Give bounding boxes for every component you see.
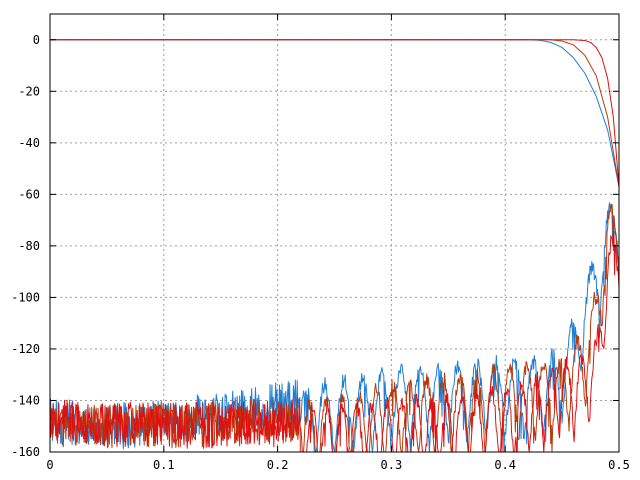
axis-ticks [49, 14, 620, 453]
x-tick-label: 0.3 [381, 458, 403, 472]
y-tick-label: 0 [33, 33, 40, 47]
x-tick-label: 0 [46, 458, 53, 472]
y-tick-label: -120 [11, 342, 40, 356]
plot-frame [49, 13, 620, 453]
y-tick-label: -100 [11, 290, 40, 304]
y-tick-label: -80 [18, 239, 40, 253]
series-2-passband-line [50, 39, 620, 187]
grid-lines [50, 14, 619, 452]
x-tick-label: 0.5 [608, 458, 630, 472]
y-tick-label: -40 [18, 136, 40, 150]
y-tick-label: -60 [18, 187, 40, 201]
series-1-passband-line [50, 39, 620, 187]
series-3-passband-line [50, 39, 620, 187]
y-tick-label: -20 [18, 84, 40, 98]
tick-labels: 0 0.1 0.2 0.3 0.4 0.5 0 -20 -40 -60 -80 -100 -120 -14… [11, 33, 630, 472]
series-lines [49, 39, 620, 453]
x-tick-label: 0.2 [267, 458, 289, 472]
series-2-stopband-line [49, 203, 620, 453]
y-tick-label: -160 [11, 445, 40, 459]
y-tick-label: -140 [11, 393, 40, 407]
x-tick-label: 0.1 [153, 458, 175, 472]
x-tick-label: 0.4 [494, 458, 516, 472]
